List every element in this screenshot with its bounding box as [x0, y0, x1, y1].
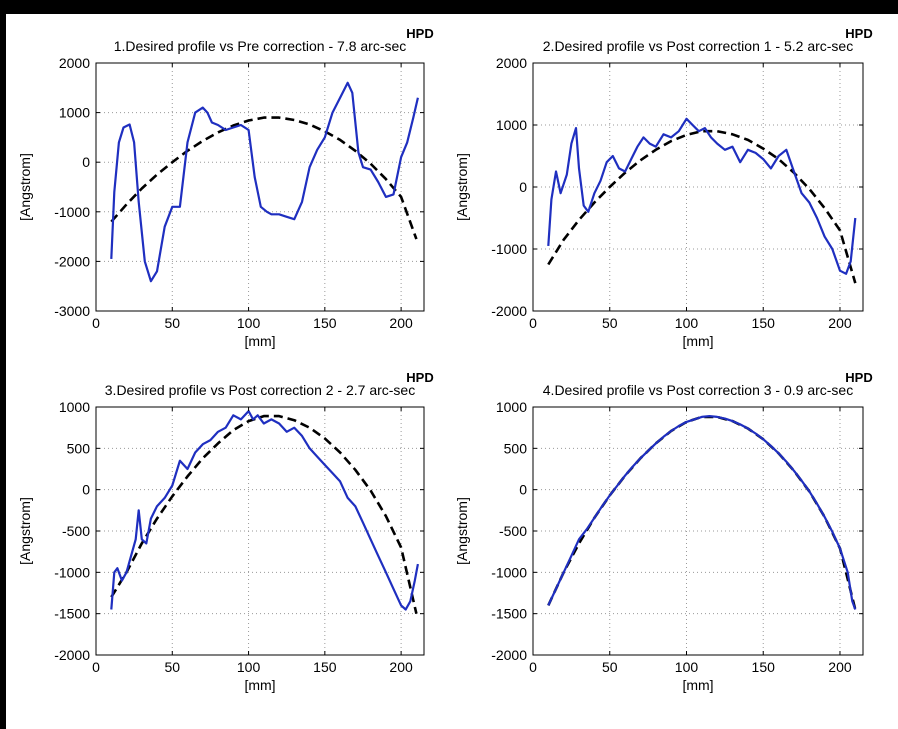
y-tick-label: 1000: [496, 399, 527, 415]
chart-title: 4.Desired profile vs Post correction 3 -…: [543, 382, 853, 398]
x-tick-label: 200: [828, 659, 852, 675]
x-tick-label: 100: [237, 659, 261, 675]
chart-panel-4: 0 50 100 150 200 -2000 -1500 -1000 -500 0 500 1000 […: [454, 370, 873, 693]
hpd-label: HPD: [406, 370, 433, 385]
y-axis-label: [Angstrom]: [17, 153, 33, 221]
x-tick-label: 0: [529, 315, 537, 331]
x-tick-label: 150: [752, 659, 776, 675]
x-tick-label: 50: [602, 659, 618, 675]
y-tick-label: 500: [67, 440, 91, 456]
y-tick-label: 2000: [496, 55, 527, 71]
hpd-label: HPD: [845, 26, 872, 41]
x-tick-label: 150: [752, 315, 776, 331]
x-tick-label: 100: [675, 315, 699, 331]
x-axis-label: [mm]: [682, 333, 713, 349]
x-tick-label: 100: [237, 315, 261, 331]
y-tick-label: -1000: [491, 564, 527, 580]
y-tick-label: -1000: [54, 204, 90, 220]
measured-profile-line: [547, 117, 857, 275]
x-tick-label: 200: [828, 315, 852, 331]
y-tick-label: 1000: [59, 105, 90, 121]
y-axis-label: [Angstrom]: [454, 153, 470, 221]
x-tick-label: 0: [92, 315, 100, 331]
y-tick-label: -1000: [54, 564, 90, 580]
y-tick-label: -2000: [491, 647, 527, 663]
y-tick-label: 0: [519, 482, 527, 498]
x-axis-label: [mm]: [244, 333, 275, 349]
plot-area: [96, 63, 424, 311]
y-tick-label: 1000: [59, 399, 90, 415]
y-tick-label: 1000: [496, 117, 527, 133]
y-tick-label: -2000: [491, 303, 527, 319]
y-tick-label: -500: [499, 523, 527, 539]
y-tick-label: 0: [82, 482, 90, 498]
chart-panel-1: 0 50 100 150 200 -3000 -2000 -1000 0 1000 2000 [mm]…: [17, 26, 434, 349]
x-tick-label: 0: [92, 659, 100, 675]
y-tick-label: -1500: [54, 606, 90, 622]
x-tick-label: 200: [389, 315, 413, 331]
x-tick-label: 150: [313, 659, 337, 675]
x-tick-label: 200: [389, 659, 413, 675]
y-axis-label: [Angstrom]: [17, 497, 33, 565]
desired-profile-line: [110, 414, 418, 614]
desired-profile-line: [110, 116, 418, 240]
y-tick-label: -3000: [54, 303, 90, 319]
chart-title: 1.Desired profile vs Pre correction - 7.…: [114, 38, 407, 54]
chart-title: 2.Desired profile vs Post correction 1 -…: [543, 38, 853, 54]
x-tick-label: 100: [675, 659, 699, 675]
axes-box: [95, 62, 425, 312]
x-tick-label: 50: [164, 315, 180, 331]
chart-panel-2: 0 50 100 150 200 -2000 -1000 0 1000 2000 [mm] [Angs…: [454, 26, 873, 349]
hpd-label: HPD: [845, 370, 872, 385]
x-tick-label: 0: [529, 659, 537, 675]
x-axis-label: [mm]: [682, 677, 713, 693]
x-tick-label: 50: [164, 659, 180, 675]
y-tick-label: -500: [62, 523, 90, 539]
x-axis-label: [mm]: [244, 677, 275, 693]
y-axis-label: [Angstrom]: [454, 497, 470, 565]
y-tick-label: 0: [519, 179, 527, 195]
measured-profile-line: [110, 410, 419, 611]
y-tick-label: -2000: [54, 253, 90, 269]
y-tick-label: -2000: [54, 647, 90, 663]
chart-title: 3.Desired profile vs Post correction 2 -…: [105, 382, 415, 398]
y-tick-label: 0: [82, 154, 90, 170]
hpd-label: HPD: [406, 26, 433, 41]
measured-profile-line: [547, 415, 857, 610]
chart-panel-3: 0 50 100 150 200 -2000 -1500 -1000 -500 0 500 1000 […: [17, 370, 434, 693]
x-tick-label: 150: [313, 315, 337, 331]
x-tick-label: 50: [602, 315, 618, 331]
y-tick-label: -1000: [491, 241, 527, 257]
y-tick-label: 2000: [59, 55, 90, 71]
y-tick-label: -1500: [491, 606, 527, 622]
desired-profile-line: [547, 129, 857, 284]
y-tick-label: 500: [504, 440, 528, 456]
measured-profile-line: [110, 81, 419, 283]
